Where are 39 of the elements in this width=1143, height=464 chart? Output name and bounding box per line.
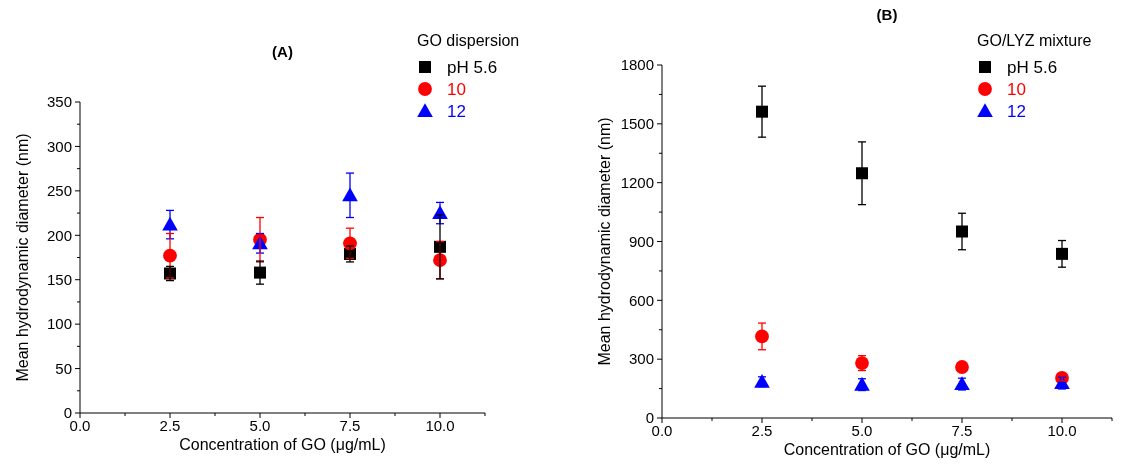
- x-tick-label: 0.0: [651, 422, 673, 439]
- x-axis-title: Concentration of GO (μg/mL): [179, 436, 386, 453]
- legend-label: pH 5.6: [1007, 57, 1058, 77]
- y-tick-label: 1200: [620, 173, 654, 191]
- y-tick-label: 200: [46, 226, 72, 244]
- legend-title: GO dispersion: [417, 32, 520, 49]
- y-tick-label: 1800: [620, 56, 654, 74]
- y-tick-label: 300: [628, 350, 654, 368]
- x-tick-label: 0.0: [69, 417, 91, 434]
- y-tick-label: 0: [645, 409, 654, 427]
- x-tick-label: 10.0: [425, 417, 455, 434]
- x-tick-label: 2.5: [751, 422, 773, 439]
- y-tick-label: 50: [55, 359, 72, 377]
- x-axis-title: Concentration of GO (μg/mL): [783, 441, 991, 458]
- legend-label: 10: [1007, 79, 1026, 99]
- y-axis-title: Mean hydrodynamic diameter (nm): [14, 133, 31, 382]
- y-tick-label: 600: [628, 291, 654, 309]
- y-axis-title: Mean hydrodynamic diameter (nm): [596, 117, 613, 366]
- y-tick-label: 350: [46, 93, 72, 111]
- x-tick-label: 5.0: [249, 417, 271, 434]
- chart-title: (A): [272, 43, 293, 60]
- y-tick-label: 300: [46, 137, 72, 155]
- legend-label: 12: [447, 101, 466, 121]
- x-tick-label: 7.5: [339, 417, 361, 434]
- legend-label: pH 5.6: [447, 57, 498, 77]
- chart-title: (B): [876, 6, 898, 23]
- y-tick-label: 150: [46, 270, 72, 288]
- y-tick-label: 900: [628, 232, 654, 250]
- x-tick-label: 10.0: [1047, 422, 1077, 439]
- y-tick-label: 1500: [620, 115, 654, 133]
- legend-label: 10: [447, 79, 466, 99]
- y-tick-label: 250: [46, 182, 72, 200]
- x-tick-label: 7.5: [951, 422, 973, 439]
- x-tick-label: 5.0: [851, 422, 873, 439]
- y-tick-label: 100: [46, 315, 72, 333]
- y-tick-label: 0: [63, 404, 72, 422]
- x-tick-label: 2.5: [159, 417, 181, 434]
- legend-title: GO/LYZ mixture: [977, 32, 1092, 49]
- legend-label: 12: [1007, 101, 1026, 121]
